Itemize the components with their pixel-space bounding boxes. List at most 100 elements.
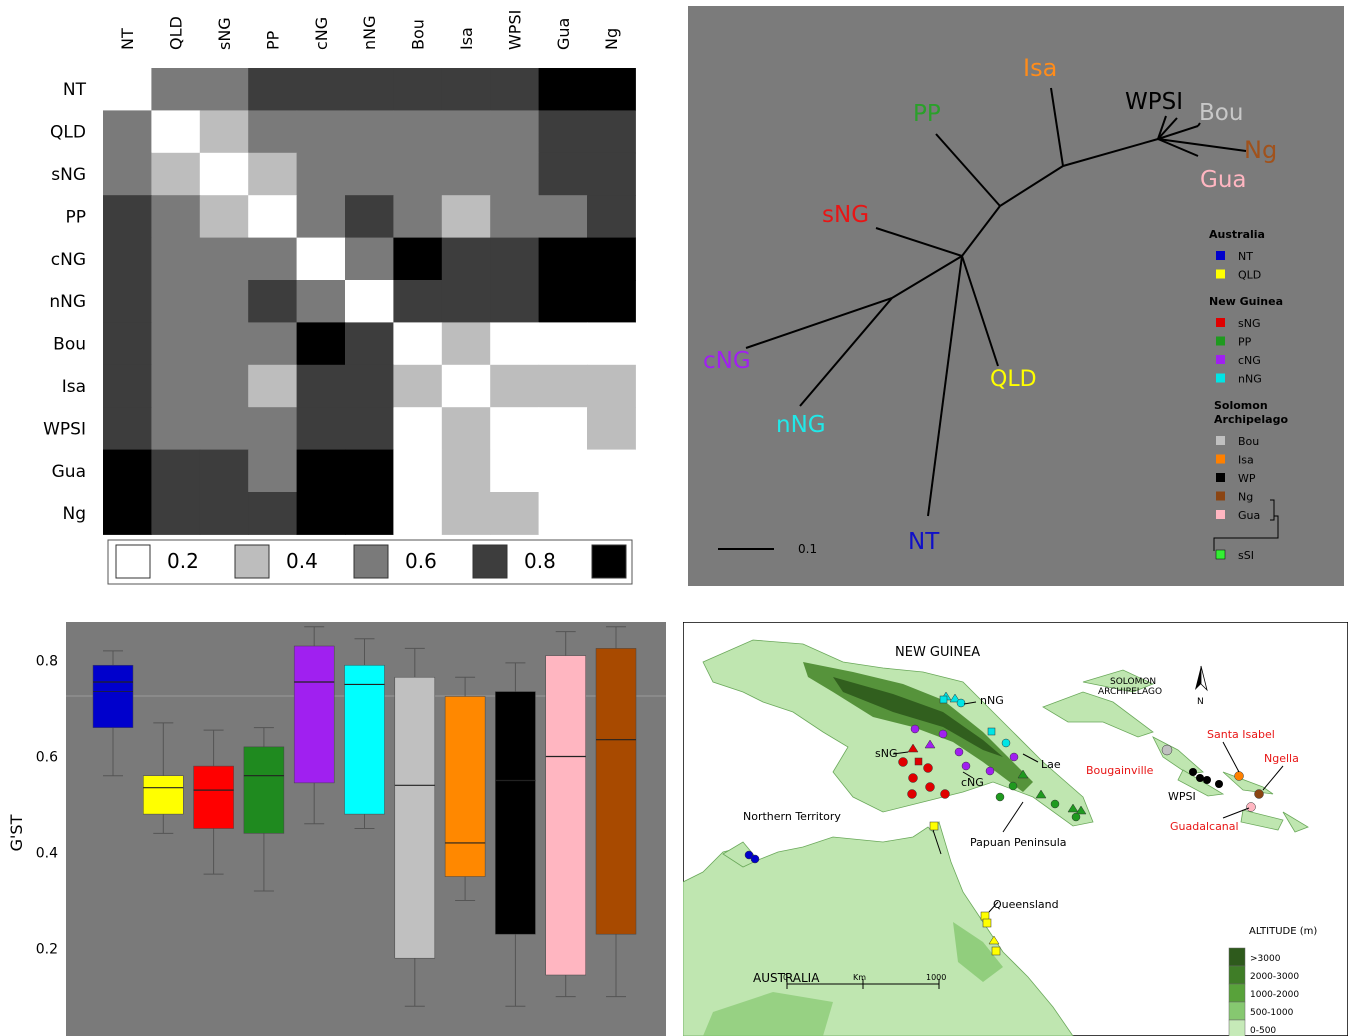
tree-leaf-label: cNG: [703, 348, 751, 374]
guadalcanal-island: [1240, 809, 1284, 831]
label-queensland: Queensland: [993, 898, 1059, 911]
altitude-legend-title: ALTITUDE (m): [1249, 926, 1317, 937]
heatmap-cell: [538, 364, 588, 408]
label-cng: cNG: [961, 776, 984, 789]
wp-islands: [1177, 769, 1225, 797]
heatmap-cell: [490, 110, 540, 154]
heatmap-cell: [587, 195, 636, 239]
tree-scale-label: 0.1: [798, 542, 817, 556]
heatmap-cell: [345, 407, 394, 451]
heatmap-cell: [248, 407, 298, 451]
heatmap-cell: [151, 449, 201, 493]
heatmap-row-label: sNG: [51, 165, 86, 185]
queensland-uplands: [953, 922, 1003, 982]
heatmap-cell: [199, 364, 249, 408]
altitude-label: 0-500: [1250, 1026, 1276, 1036]
heatmap-cell: [441, 364, 491, 408]
tree-leaf-label: PP: [913, 101, 941, 127]
heatmap-cell: [248, 110, 298, 154]
heatmap-cell: [199, 68, 249, 111]
tree-leaf-label: Bou: [1199, 100, 1243, 126]
heatmap-cell: [587, 152, 636, 196]
heatmap-cell: [199, 152, 249, 196]
altitude-label: >3000: [1250, 954, 1281, 964]
heatmap-cell: [296, 152, 346, 196]
label-wpsi: WPSI: [1168, 790, 1196, 803]
heatmap-cell: [587, 280, 636, 323]
tree-leaf-label: Gua: [1200, 167, 1247, 193]
boxplot-box: [545, 655, 586, 976]
heatmap-cell: [441, 492, 491, 535]
heatmap-cell: [538, 237, 588, 281]
label-sng: sNG: [875, 747, 897, 760]
heatmap-cell: [151, 152, 201, 196]
boxplot-box: [243, 746, 285, 834]
heatmap-cell: [393, 322, 443, 366]
new-guinea-landmass: [702, 639, 1094, 827]
scale-swatch: [472, 544, 508, 579]
heatmap-cell: [393, 195, 443, 239]
heatmap-row-label: QLD: [50, 123, 86, 143]
legend-item-label: Ng: [1238, 491, 1253, 504]
altitude-label: 2000-3000: [1250, 972, 1299, 982]
boxplot-box: [92, 664, 134, 728]
legend-item-label: Gua: [1238, 509, 1260, 522]
legend-swatch: [1216, 373, 1225, 383]
heatmap-cell: [103, 195, 152, 239]
boxplot-box: [394, 676, 436, 959]
heatmap-cell: [587, 68, 636, 111]
boxplot-box: [595, 648, 637, 935]
boxplot-ytick-label: 0.8: [36, 653, 58, 669]
boxplot-box: [495, 691, 536, 935]
boxplot-box: [193, 765, 234, 829]
legend-item-label: NT: [1238, 250, 1253, 263]
heatmap-cell: [538, 322, 588, 366]
heatmap-cell: [441, 110, 491, 154]
label-lae: Lae: [1041, 758, 1061, 771]
legend-item-label: QLD: [1238, 269, 1261, 282]
map-leader-lines: [892, 701, 1284, 913]
legend-item-label: Isa: [1238, 454, 1254, 467]
australia-lowland: [703, 992, 833, 1036]
map-labels: NEW GUINEA nNG sNG cNG Lae Papuan Penins…: [743, 645, 1299, 985]
legend-item-label: sSI: [1238, 549, 1254, 562]
legend-group-header: Solomon: [1214, 399, 1268, 412]
heatmap-cell: [296, 407, 346, 451]
legend-group-header: Archipelago: [1214, 413, 1288, 426]
heatmap-cell: [103, 492, 152, 535]
label-santa-isabel: Santa Isabel: [1207, 728, 1275, 741]
tree-leaf-label: nNG: [776, 412, 826, 438]
label-papuan-peninsula: Papuan Peninsula: [970, 836, 1067, 849]
label-ngella: Ngella: [1264, 752, 1299, 765]
boxplot-ytick-label: 0.4: [36, 846, 58, 862]
heatmap-cell: [345, 195, 394, 239]
heatmap-cell: [151, 195, 201, 239]
scale-label: 0.4: [286, 549, 318, 573]
heatmap-cell: [199, 449, 249, 493]
label-solomon: SOLOMON: [1110, 677, 1156, 687]
new-guinea-peaks: [833, 677, 1003, 757]
legend-item-label: WP: [1238, 472, 1256, 485]
heatmap-cell: [490, 492, 540, 535]
heatmap-cell: [490, 280, 540, 323]
label-new-guinea: NEW GUINEA: [895, 645, 980, 660]
altitude-swatch: [1228, 947, 1246, 967]
heatmap-cell: [199, 492, 249, 535]
heatmap-column-label: Gua: [554, 18, 573, 50]
heatmap-cell: [538, 407, 588, 451]
heatmap-cell: [151, 322, 201, 366]
sample-markers: [744, 691, 1264, 956]
altitude-swatch: [1228, 965, 1246, 985]
legend-swatch: [1216, 355, 1225, 364]
heatmap-color-scale: 0.2 0.4 0.6 0.8: [107, 539, 633, 585]
heatmap-cell: [345, 68, 394, 111]
boxplot-box: [344, 664, 385, 815]
label-bougainville: Bougainville: [1086, 764, 1154, 777]
heatmap-column-label: Ng: [602, 28, 621, 50]
heatmap-cell: [103, 68, 152, 111]
heatmap-cell: [199, 407, 249, 451]
heatmap-cell: [538, 152, 588, 196]
heatmap-column-label: sNG: [215, 17, 234, 50]
heatmap-cell: [151, 364, 201, 408]
